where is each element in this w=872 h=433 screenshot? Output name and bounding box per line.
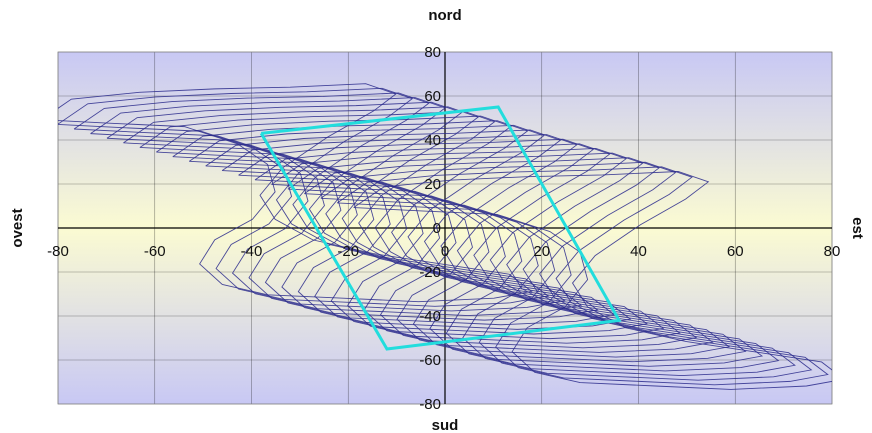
curve-line	[156, 115, 648, 335]
curve-line	[304, 157, 796, 377]
curve-line	[123, 106, 616, 326]
x-tick-label: -40	[241, 243, 263, 260]
tick-labels: -80 -60 -40 -20 0 20 40 60 80806040200-20-40-60-…	[47, 44, 840, 413]
left-label: ovest	[9, 208, 26, 247]
curve-line	[254, 143, 747, 363]
curve-line	[238, 138, 731, 358]
curve-line	[73, 92, 566, 312]
y-tick-label: 0	[433, 220, 441, 237]
x-tick-label: 60	[727, 243, 744, 260]
y-tick-label: 80	[424, 44, 441, 61]
curve-line	[90, 97, 583, 316]
y-tick-label: -40	[419, 308, 441, 325]
x-tick-label: 20	[533, 243, 550, 260]
right-label: est	[849, 217, 866, 239]
x-tick-label: -80	[47, 243, 69, 260]
top-label: nord	[428, 7, 461, 24]
x-tick-label: 40	[630, 243, 647, 260]
curve-line	[58, 87, 550, 307]
curve-line	[353, 171, 832, 390]
y-tick-label: -80	[419, 396, 441, 413]
x-tick-label: 0	[441, 243, 449, 260]
curve-line	[287, 152, 780, 372]
x-tick-label: -60	[144, 243, 166, 260]
y-tick-label: -20	[419, 264, 441, 281]
curve-line	[221, 134, 714, 353]
x-tick-label: -20	[337, 243, 359, 260]
bottom-label: sud	[432, 417, 459, 433]
curve-line	[205, 129, 698, 349]
curve-line	[336, 166, 829, 386]
y-tick-label: -60	[419, 352, 441, 369]
curve-line	[106, 101, 599, 321]
curve-line	[58, 83, 533, 303]
x-tick-label: 80	[824, 243, 841, 260]
y-tick-label: 20	[424, 176, 441, 193]
curve-line	[320, 161, 813, 381]
highlight-line	[259, 105, 622, 351]
curve-line	[271, 147, 764, 367]
curve-line	[188, 124, 681, 344]
grid	[57, 51, 833, 405]
curve-line	[172, 120, 665, 340]
highlight-series	[259, 105, 622, 351]
y-tick-label: 60	[424, 88, 441, 105]
y-tick-label: 40	[424, 132, 441, 149]
